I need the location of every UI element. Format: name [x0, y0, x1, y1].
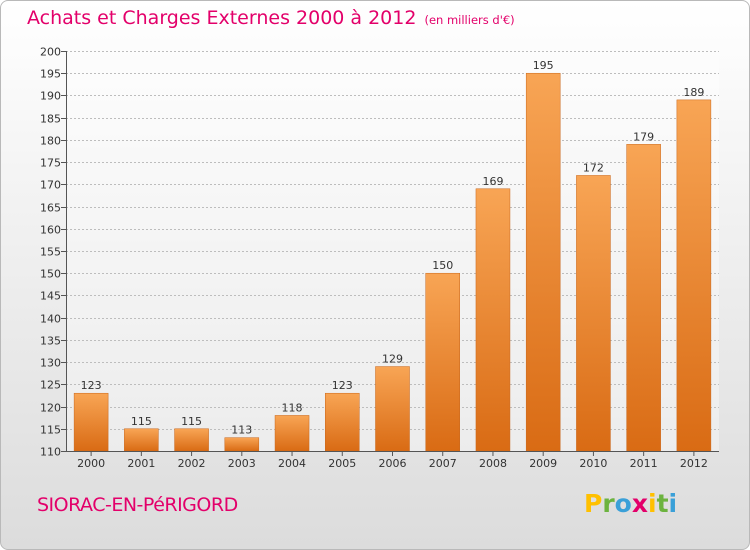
bar [475, 188, 511, 452]
y-tick-label: 115 [40, 424, 61, 437]
logo-letter: i [668, 489, 678, 518]
y-tick-label: 135 [40, 335, 61, 348]
bar [375, 366, 410, 452]
y-tick-label: 195 [40, 68, 61, 81]
x-tick-label: 2012 [680, 457, 708, 470]
x-tick-label: 2004 [278, 457, 306, 470]
data-label: 189 [683, 86, 704, 99]
data-label: 123 [81, 379, 102, 392]
x-tick-label: 2010 [579, 457, 607, 470]
data-label: 118 [282, 401, 303, 414]
bar [224, 437, 260, 452]
bars [73, 72, 712, 452]
data-labels: 123 115 115 113 118 123 129 150 169 195 172 179 189 [81, 59, 705, 436]
data-label: 123 [332, 379, 353, 392]
data-label: 195 [533, 59, 554, 72]
logo-letter: x [631, 489, 648, 518]
x-tick-label: 2011 [630, 457, 658, 470]
data-label: 172 [583, 161, 604, 174]
data-label: 115 [131, 415, 152, 428]
x-tick-label: 2008 [479, 457, 507, 470]
bar [73, 392, 109, 452]
logo-letter: t [656, 489, 669, 518]
y-tick-label: 185 [40, 113, 61, 126]
bar [274, 415, 310, 452]
bar [525, 72, 561, 452]
x-tick-label: 2009 [529, 457, 557, 470]
bar [124, 428, 159, 452]
x-tick-label: 2007 [429, 457, 457, 470]
logo-letter: P [584, 489, 603, 518]
data-label: 169 [482, 175, 503, 188]
proxiti-logo[interactable]: Proxiti [584, 489, 677, 518]
y-axis: 110 115 120 125 130 135 140 145 150 155 160 165 170 1… [40, 46, 67, 459]
y-tick-label: 175 [40, 157, 61, 170]
y-tick-label: 145 [40, 290, 61, 303]
y-tick-label: 155 [40, 246, 61, 259]
logo-letter: o [614, 489, 632, 518]
y-tick-label: 110 [40, 446, 61, 459]
town-name: SIORAC-EN-PéRIGORD [37, 494, 238, 516]
logo-letter: r [602, 489, 615, 518]
y-tick-label: 150 [40, 268, 61, 281]
data-label: 150 [432, 259, 453, 272]
bar [676, 99, 712, 452]
bar [576, 175, 611, 452]
x-tick-label: 2002 [178, 457, 206, 470]
y-tick-label: 170 [40, 179, 61, 192]
y-tick-label: 120 [40, 402, 61, 415]
y-tick-label: 160 [40, 224, 61, 237]
logo-letter: i [648, 489, 657, 518]
chart-title-text: Achats et Charges Externes 2000 à 2012 [27, 7, 417, 29]
x-tick-label: 2000 [77, 457, 105, 470]
y-tick-label: 130 [40, 357, 61, 370]
bar [174, 428, 209, 452]
y-tick-label: 180 [40, 135, 61, 148]
bar [325, 392, 360, 452]
y-tick-label: 165 [40, 202, 61, 215]
y-tick-label: 200 [40, 46, 61, 59]
y-tick-label: 190 [40, 90, 61, 103]
y-tick-label: 125 [40, 379, 61, 392]
chart-title: Achats et Charges Externes 2000 à 2012 (e… [27, 7, 515, 29]
x-tick-label: 2001 [127, 457, 155, 470]
x-tick-label: 2006 [379, 457, 407, 470]
x-tick-label: 2005 [328, 457, 356, 470]
data-label: 113 [231, 424, 252, 437]
x-tick-label: 2003 [228, 457, 256, 470]
bar [425, 272, 460, 452]
chart-title-unit: (en milliers d'€) [424, 13, 515, 27]
y-tick-label: 140 [40, 313, 61, 326]
data-label: 179 [633, 130, 654, 143]
bar [626, 144, 661, 452]
data-label: 115 [181, 415, 202, 428]
x-axis: 2000 2001 2002 2003 2004 2005 2006 2007 2008 2009… [66, 451, 719, 470]
data-label: 129 [382, 353, 403, 366]
